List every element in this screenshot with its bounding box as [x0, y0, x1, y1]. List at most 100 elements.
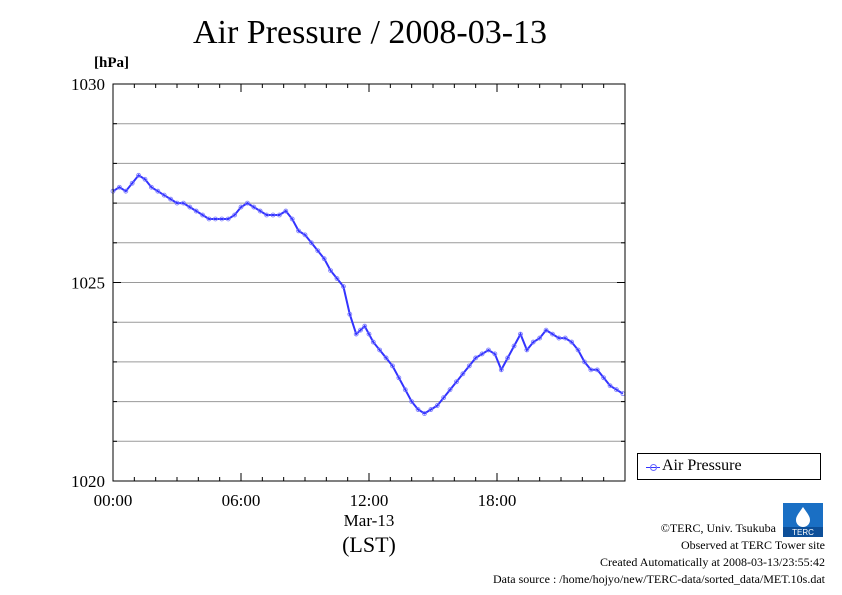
- data-point: [168, 196, 174, 202]
- data-point: [362, 323, 368, 329]
- data-point: [614, 387, 619, 393]
- data-point: [466, 363, 472, 369]
- x-tick-label: 18:00: [478, 491, 517, 510]
- logo-text: TERC: [792, 528, 814, 537]
- x-tick-label: 00:00: [94, 491, 133, 510]
- axis-labels: 1020 1025 1030 00:00 06:00 12:00 18:00 Mar-13 (L…: [71, 75, 516, 557]
- data-point: [328, 268, 334, 273]
- data-point: [358, 327, 363, 333]
- series-line: [112, 173, 624, 415]
- data-point: [377, 347, 383, 353]
- data-point: [366, 331, 372, 337]
- data-point: [415, 407, 421, 412]
- data-point: [588, 367, 594, 373]
- data-point: [543, 327, 549, 333]
- data-point: [148, 184, 154, 190]
- legend-marker: [650, 464, 657, 471]
- footer-copyright: ©TERC, Univ. Tsukuba: [660, 521, 776, 535]
- data-point: [296, 228, 302, 234]
- data-point: [524, 347, 530, 353]
- footer-source: Data source : /home/hojyo/new/TERC-data/…: [492, 572, 825, 586]
- data-point: [187, 204, 193, 210]
- data-point: [537, 335, 543, 341]
- data-point: [607, 383, 613, 389]
- data-point: [505, 355, 511, 361]
- terc-logo: TERC: [783, 503, 823, 537]
- data-point: [370, 339, 376, 345]
- data-point: [334, 276, 340, 281]
- data-point: [422, 411, 427, 416]
- x-date-label: Mar-13: [344, 511, 395, 530]
- data-point: [123, 188, 129, 194]
- legend: Air Pressure: [637, 453, 821, 480]
- data-point: [492, 351, 498, 357]
- data-point: [530, 339, 536, 345]
- x-tick-label: 12:00: [350, 491, 389, 510]
- data-point: [454, 379, 459, 385]
- data-point: [550, 331, 555, 337]
- axis-ticks: [112, 83, 626, 482]
- data-point: [441, 395, 447, 401]
- data-point: [428, 407, 434, 412]
- data-point: [479, 351, 485, 357]
- data-point: [232, 212, 238, 218]
- data-point: [302, 232, 308, 238]
- data-point: [569, 339, 575, 345]
- data-point: [289, 216, 295, 222]
- data-point: [200, 212, 206, 218]
- data-point: [396, 375, 402, 381]
- data-point: [556, 335, 562, 341]
- chart-title: Air Pressure / 2008-03-13: [192, 14, 548, 51]
- data-point: [308, 240, 314, 246]
- data-point: [117, 184, 122, 190]
- series-layer: [110, 172, 626, 416]
- data-point: [193, 208, 199, 214]
- data-point: [353, 331, 359, 337]
- data-point: [498, 367, 504, 373]
- legend-label: Air Pressure: [662, 457, 742, 474]
- data-point: [155, 188, 161, 194]
- grid-lines: [113, 123, 625, 442]
- data-point: [562, 335, 568, 341]
- data-point: [129, 180, 135, 186]
- data-point: [511, 343, 517, 349]
- data-point: [276, 212, 282, 218]
- data-point: [390, 363, 395, 369]
- data-point: [402, 387, 408, 393]
- data-point: [283, 208, 289, 214]
- data-point: [473, 355, 479, 361]
- data-point: [409, 399, 415, 405]
- data-point: [582, 359, 587, 365]
- data-point: [180, 200, 186, 206]
- data-point: [321, 256, 327, 262]
- footer-observed: Observed at TERC Tower site: [680, 538, 825, 552]
- x-axis-label: (LST): [342, 532, 396, 557]
- data-point: [174, 200, 180, 206]
- data-point: [225, 216, 231, 222]
- data-point: [161, 192, 167, 198]
- data-point: [238, 204, 244, 210]
- data-point: [257, 208, 263, 214]
- data-point: [264, 212, 270, 218]
- x-tick-label: 06:00: [222, 491, 261, 510]
- data-point: [383, 355, 389, 361]
- data-point: [575, 347, 581, 353]
- data-point: [136, 172, 142, 178]
- data-point: [518, 331, 523, 337]
- data-point: [460, 371, 466, 377]
- data-point: [315, 248, 321, 254]
- data-point: [347, 311, 353, 317]
- y-tick-label: 1020: [71, 472, 105, 491]
- data-point: [206, 216, 212, 222]
- data-point: [434, 403, 440, 408]
- y-axis-unit: [hPa]: [94, 55, 129, 71]
- data-point: [340, 284, 346, 289]
- data-point: [594, 367, 600, 373]
- data-point: [447, 387, 453, 393]
- data-point: [142, 176, 148, 182]
- data-point: [244, 200, 250, 206]
- data-point: [212, 216, 218, 222]
- data-point: [601, 375, 607, 381]
- data-point: [219, 216, 225, 222]
